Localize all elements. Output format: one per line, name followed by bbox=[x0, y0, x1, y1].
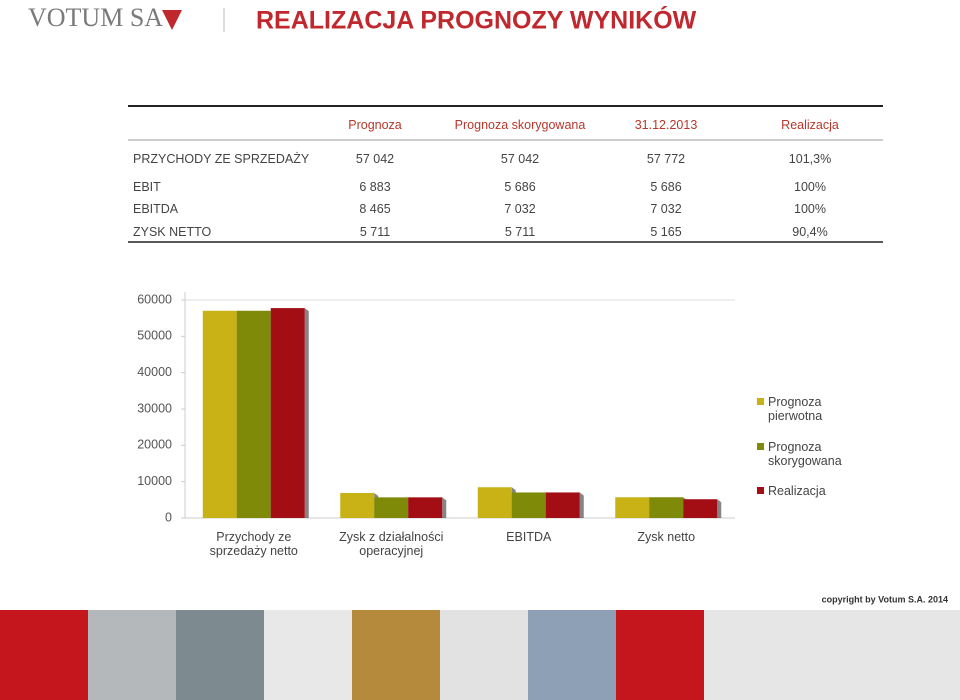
table-cell: 5 711 bbox=[504, 225, 536, 239]
legend-swatch bbox=[757, 398, 764, 405]
column-header: 31.12.2013 bbox=[634, 118, 698, 132]
y-tick-label: 40000 bbox=[137, 365, 172, 379]
table-cell: 101,3% bbox=[788, 152, 832, 166]
legend-label: Realizacja bbox=[768, 484, 826, 498]
title: REALIZACJA PROGNOZY WYNIKÓW bbox=[256, 5, 697, 35]
y-tick-label: 60000 bbox=[137, 292, 172, 306]
table-cell: 100% bbox=[794, 202, 826, 216]
table-cell: 7 032 bbox=[650, 202, 682, 216]
bar bbox=[270, 308, 305, 518]
x-tick-label: Zysk netto bbox=[637, 530, 696, 544]
logo-mark bbox=[162, 10, 182, 30]
bar bbox=[374, 497, 409, 518]
x-tick-label: Przychody ze sprzedaży netto bbox=[209, 530, 298, 558]
y-tick-label: 20000 bbox=[137, 438, 172, 452]
table-cell: 5 686 bbox=[504, 180, 536, 194]
y-tick-label: 10000 bbox=[137, 474, 172, 488]
column-header: Realizacja bbox=[781, 118, 839, 132]
y-tick-label: 30000 bbox=[137, 401, 172, 415]
legend-swatch bbox=[757, 443, 764, 450]
table-cell: 6 883 bbox=[359, 180, 391, 194]
table-cell: 57 042 bbox=[355, 152, 395, 166]
bar bbox=[202, 310, 237, 518]
table-cell: 57 772 bbox=[646, 152, 686, 166]
y-tick-label: 0 bbox=[165, 510, 172, 524]
table-cell: 57 042 bbox=[500, 152, 540, 166]
bar bbox=[683, 499, 718, 518]
table-cell: 90,4% bbox=[792, 225, 828, 239]
table-cell: 100% bbox=[794, 180, 826, 194]
logo: VOTUM SA bbox=[28, 3, 163, 32]
legend-swatch bbox=[757, 487, 764, 494]
legend-label: Prognoza pierwotna bbox=[768, 395, 823, 423]
bar bbox=[615, 497, 650, 518]
bar bbox=[340, 492, 375, 518]
bar-side bbox=[579, 492, 584, 518]
copyright: copyright by Votum S.A. 2014 bbox=[822, 594, 948, 604]
bar bbox=[408, 497, 443, 518]
table-cell: 8 465 bbox=[359, 202, 391, 216]
x-tick-label: EBITDA bbox=[506, 530, 552, 544]
bar-side bbox=[304, 308, 309, 518]
bar bbox=[477, 487, 512, 518]
bar bbox=[649, 497, 684, 518]
bar-side bbox=[442, 497, 447, 518]
table-cell: 7 032 bbox=[504, 202, 536, 216]
table-cell: 5 711 bbox=[359, 225, 391, 239]
table-cell: 5 165 bbox=[650, 225, 682, 239]
y-tick-label: 50000 bbox=[137, 329, 172, 343]
row-label: EBIT bbox=[133, 180, 161, 194]
x-tick-label: Zysk z działalności operacyjnej bbox=[339, 530, 444, 558]
bar bbox=[236, 310, 271, 518]
bar bbox=[545, 492, 580, 518]
column-header: Prognoza bbox=[348, 118, 402, 132]
photo-strip bbox=[0, 610, 960, 700]
column-header: Prognoza skorygowana bbox=[454, 118, 586, 132]
bar-side bbox=[717, 499, 722, 518]
row-label: PRZYCHODY ZE SPRZEDAŻY bbox=[133, 152, 310, 166]
table-cell: 5 686 bbox=[650, 180, 682, 194]
legend-label: Prognoza skorygowana bbox=[768, 440, 842, 468]
row-label: EBITDA bbox=[133, 202, 179, 216]
row-label: ZYSK NETTO bbox=[133, 225, 212, 239]
bar bbox=[511, 492, 546, 518]
